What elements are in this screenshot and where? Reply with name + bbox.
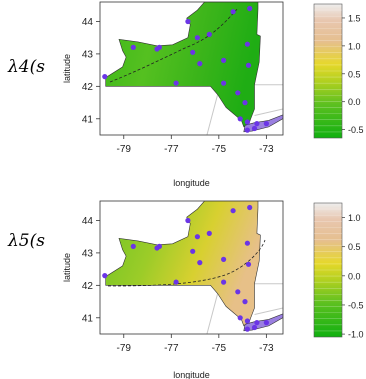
station-point [244,240,250,246]
colorbar-tick-label: 1.5 [348,13,361,23]
station-point [102,273,108,279]
station-point [190,248,196,254]
y-tick-label: 44 [82,17,94,28]
station-point [251,125,258,132]
panel-lambda4: -79 -77 -75 -73 41 42 43 44 longitude latitude λ4(… [7,1,364,188]
station-point [221,80,227,86]
colorbar-tick-label: -0.5 [348,125,364,135]
x-tick-label: -77 [164,343,179,354]
station-point [237,315,243,321]
colorbar-tick-label: 0.5 [348,69,361,79]
station-point [235,289,241,295]
panel-lambda5: -79 -77 -75 -73 41 42 43 44 longitude latitude λ5(… [7,200,364,379]
station-point [244,127,250,133]
panel-label: λ5(s [7,231,45,251]
state-border [206,293,219,334]
station-point [206,31,212,37]
colorbar-tick-label: 0.5 [348,242,361,252]
station-point [230,208,236,214]
station-point [230,9,236,15]
x-tick-label: -73 [259,144,274,155]
colorbar-tick-label: 0.0 [348,271,361,281]
x-tick-label: -75 [212,144,227,155]
zero-contour [107,239,266,287]
zero-contour [109,7,239,83]
station-point [154,245,160,251]
station-point [242,299,248,305]
colorbar-tick-label: 0.0 [348,97,361,107]
station-point [263,121,269,127]
x-tick-label: -79 [117,343,132,354]
colorbar: 1.0 0.5 0.0 -0.5 -1.0 [313,202,364,340]
y-tick-label: 44 [82,216,94,227]
station-point [130,44,136,51]
colorbar-tick-label: -1.0 [348,330,364,340]
station-point [206,230,212,236]
station-point [197,61,203,67]
plot-frame [99,200,284,335]
state-surface [105,201,261,327]
colorbar-tick-label: -0.5 [348,300,364,310]
station-point [254,320,260,326]
station-point [245,261,252,267]
state-surface [105,2,261,128]
station-point [197,260,203,266]
colorbar-fill [313,202,343,338]
y-tick-label: 42 [82,281,94,292]
y-tick-label: 41 [82,313,94,324]
station-point [221,279,227,285]
y-axis-title: latitude [62,253,72,282]
y-tick-label: 43 [82,49,94,60]
x-tick-label: -73 [259,343,274,354]
colorbar: 1.5 1.0 0.5 0.0 -0.5 [313,3,364,139]
state-border [254,108,283,117]
station-point [247,204,253,211]
x-tick-label: -79 [117,144,132,155]
colorbar-fill [313,3,343,139]
station-point [194,234,200,240]
station-point [190,49,196,55]
station-point [244,318,250,324]
station-point [244,326,250,332]
station-point [102,74,108,80]
station-point [242,100,248,106]
station-point [247,5,253,12]
station-point [235,90,241,96]
station-point [244,41,250,47]
station-point [173,279,179,285]
y-tick-label: 43 [82,248,94,259]
station-point [254,121,260,127]
plot-frame [99,1,284,136]
x-tick-label: -77 [164,144,179,155]
station-point [244,119,250,125]
state-border [254,307,283,316]
station-point [221,256,227,262]
plot-area [100,201,283,334]
colorbar-tick-label: 1.0 [348,41,361,51]
y-axis-title: latitude [62,54,72,83]
station-point [251,324,258,331]
station-point [194,35,200,41]
station-point [154,46,160,52]
station-point [130,243,136,249]
station-point [185,217,191,224]
station-point [185,18,191,25]
x-tick-label: -75 [212,343,227,354]
y-tick-label: 41 [82,114,94,125]
station-point [173,80,179,86]
station-point [263,320,269,326]
panel-label: λ4(s [7,57,45,77]
plot-area [100,2,283,135]
station-point [245,62,252,68]
x-axis-title: longitude [173,178,210,188]
x-axis-title: longitude [173,370,210,379]
station-point [237,116,243,122]
y-tick-label: 42 [82,82,94,93]
station-point [221,57,227,64]
state-border [206,94,219,135]
colorbar-tick-label: 1.0 [348,213,361,223]
